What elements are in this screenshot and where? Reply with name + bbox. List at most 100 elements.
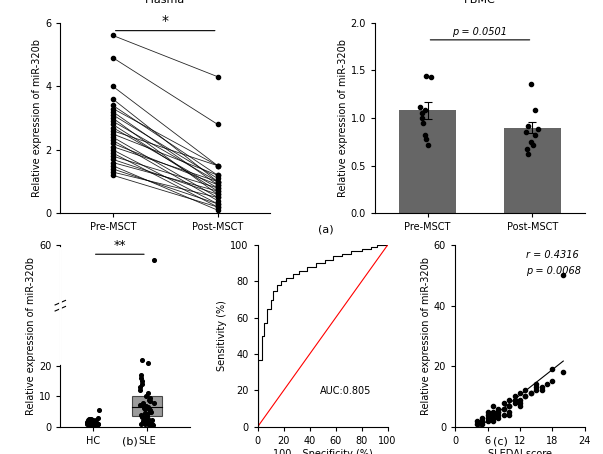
Point [139,403,149,410]
Point [85,418,95,425]
Point [213,178,223,185]
Point [213,200,223,207]
Point [142,418,151,425]
Point [420,132,430,139]
Point [213,191,223,198]
Point [83,417,93,424]
Point [515,402,525,409]
Point [140,410,150,417]
Point [145,397,154,405]
Point [136,411,145,418]
Point [213,184,223,192]
Point [213,175,223,182]
Point [87,418,96,425]
Y-axis label: Relative expression of miR-320b: Relative expression of miR-320b [26,257,36,415]
Point [510,396,519,403]
Point [147,421,157,428]
Point [531,384,541,391]
Point [530,132,540,139]
Point [85,417,95,424]
Point [108,130,118,138]
Point [140,418,150,425]
Point [108,149,118,157]
X-axis label: 100 – Specificity (%): 100 – Specificity (%) [273,449,373,454]
Point [83,420,93,428]
Point [515,390,525,397]
Point [213,172,223,179]
Text: (b): (b) [122,437,137,447]
Point [108,143,118,150]
Point [488,414,497,421]
Point [533,126,543,133]
Point [108,83,118,90]
Text: (a): (a) [318,225,333,235]
Point [142,412,152,419]
Point [108,146,118,153]
Point [213,181,223,188]
Point [499,399,508,406]
Point [213,178,223,185]
Point [515,399,525,406]
Point [531,107,540,114]
Point [139,415,148,422]
Point [548,378,557,385]
Point [85,419,95,426]
Point [499,411,508,418]
Point [213,172,223,179]
Point [531,381,541,388]
Point [504,411,514,418]
Point [213,188,223,195]
Point [417,114,426,122]
Point [493,414,503,421]
Point [482,411,492,418]
Point [143,360,153,367]
Point [108,162,118,169]
Point [504,402,514,409]
Point [488,417,497,424]
Point [108,165,118,173]
Point [213,207,223,214]
Point [520,393,530,400]
Point [421,135,431,143]
Point [93,420,103,428]
Point [82,420,92,427]
Point [213,181,223,188]
Point [531,387,541,394]
Point [213,203,223,211]
Point [86,416,95,423]
Point [523,122,533,129]
Point [89,422,98,429]
Point [139,418,148,425]
Point [213,178,223,185]
Point [488,402,497,409]
Point [90,422,100,429]
Point [415,103,425,110]
Point [87,417,97,424]
Point [108,108,118,115]
Point [90,417,100,424]
Point [139,415,148,422]
Bar [399,110,456,213]
Point [426,74,435,81]
Point [145,406,154,414]
Text: r = 0.4316: r = 0.4316 [526,250,579,260]
Point [137,356,147,364]
Point [141,402,151,409]
Y-axis label: Sensitivity (%): Sensitivity (%) [218,301,227,371]
Y-axis label: Relative expression of miR-320b: Relative expression of miR-320b [32,39,42,197]
Point [472,417,482,424]
Title: Plasma: Plasma [145,0,185,5]
Point [478,420,487,427]
Point [145,405,154,412]
Point [149,257,159,264]
Point [421,73,431,80]
Point [213,203,223,211]
Point [510,393,519,400]
Point [145,407,154,415]
Point [520,387,530,394]
Point [493,405,503,412]
Point [493,408,503,415]
Text: **: ** [113,239,126,252]
Point [108,124,118,131]
Point [143,419,153,427]
